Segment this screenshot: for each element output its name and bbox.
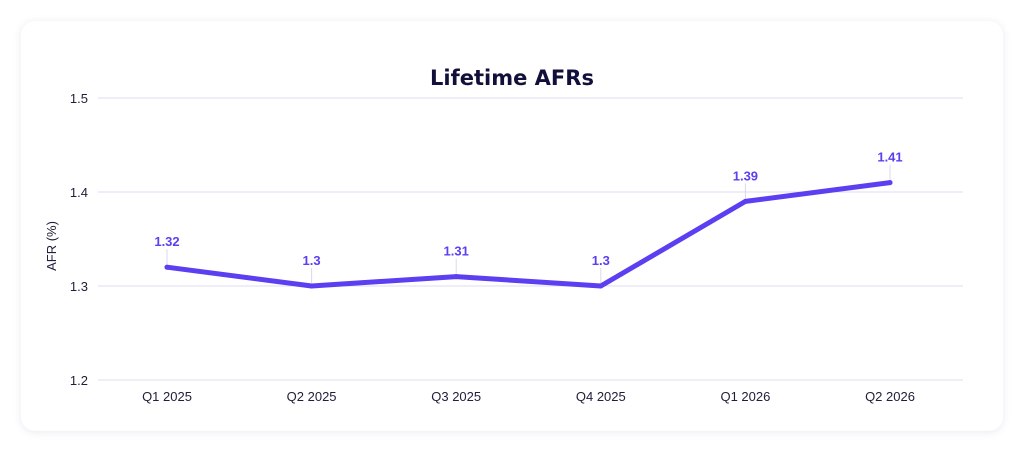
x-tick-label: Q1 2026 [720,389,770,404]
data-point [887,180,893,186]
chart-title: Lifetime AFRs [430,66,594,90]
chart-card: Lifetime AFRs [21,21,1003,431]
data-point [164,264,170,270]
y-tick-label: 1.4 [70,185,88,200]
x-tick-label: Q2 2026 [865,389,915,404]
data-points [164,180,893,289]
y-tick-label: 1.2 [70,373,88,388]
data-point [598,283,604,289]
data-point [742,198,748,204]
data-label: 1.32 [154,234,179,249]
series-line [164,180,893,289]
y-tick-label: 1.3 [70,279,88,294]
y-axis-ticks: 1.2 1.3 1.4 1.5 [70,91,88,388]
y-axis-label: AFR (%) [44,221,59,271]
y-tick-label: 1.5 [70,91,88,106]
data-labels: 1.32 1.3 1.31 1.3 1.39 1.41 [154,150,902,268]
gridlines [98,97,963,381]
data-label: 1.39 [733,168,758,183]
data-point [309,283,315,289]
data-label: 1.3 [303,253,321,268]
label-leader-lines [166,164,891,283]
data-label: 1.31 [444,244,469,259]
x-tick-label: Q2 2025 [287,389,337,404]
x-tick-label: Q3 2025 [431,389,481,404]
x-axis-ticks: Q1 2025 Q2 2025 Q3 2025 Q4 2025 Q1 2026 Q2 20… [142,389,915,404]
x-tick-label: Q1 2025 [142,389,192,404]
data-label: 1.41 [877,150,902,165]
data-label: 1.3 [592,253,610,268]
x-tick-label: Q4 2025 [576,389,626,404]
data-point [453,274,459,280]
